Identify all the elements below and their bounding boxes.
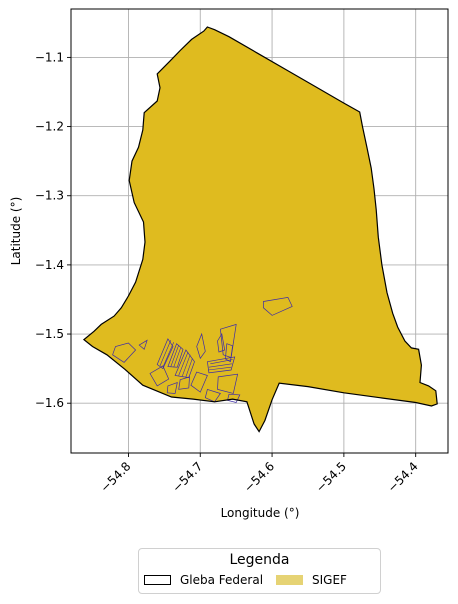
map-layer [82, 26, 438, 433]
y-tick-label-4: −1.5 [35, 327, 64, 341]
x-tick-label-2: −54.6 [241, 459, 277, 495]
x-ticks: −54.8 −54.7 −54.6 −54.5 −54.4 [98, 453, 421, 495]
parcel-division-8 [208, 363, 232, 368]
sigef-parcel-15 [178, 376, 190, 390]
gleba-federal-boundary [82, 26, 438, 433]
axes-frame [70, 8, 449, 454]
parcel-division-9 [208, 366, 232, 371]
y-tick-label-0: −1.1 [35, 50, 64, 64]
x-tick-label-4: −54.4 [385, 459, 421, 495]
parcel-division-5 [182, 354, 191, 377]
x-tick-label-3: −54.5 [313, 459, 349, 495]
x-axis-label: Longitude (°) [221, 506, 300, 520]
y-tick-label-2: −1.3 [35, 189, 64, 203]
sigef-parcel-12 [217, 373, 239, 394]
x-tick-label-1: −54.7 [169, 459, 205, 495]
sigef-parcel-2 [138, 339, 148, 350]
x-tick-label-0: −54.8 [98, 459, 134, 495]
sigef-parcel-6 [149, 365, 170, 387]
sigef-parcel-5 [174, 349, 195, 378]
parcel-division-4 [178, 351, 189, 376]
parcel-division-3 [173, 347, 182, 368]
legend-entry-gleba-federal: Gleba Federal [144, 573, 263, 587]
y-ticks: −1.1 −1.2 −1.3 −1.4 −1.5 −1.6 [35, 50, 71, 410]
y-tick-label-5: −1.6 [35, 396, 64, 410]
y-tick-label-3: −1.4 [35, 258, 64, 272]
parcel-division-7 [210, 359, 233, 365]
parcel-division-6 [185, 358, 193, 377]
sigef-parcel-14 [227, 393, 241, 403]
sigef-parcel-7 [196, 332, 206, 360]
sigef-parcel-17 [166, 381, 178, 394]
legend-title: Legenda [229, 552, 290, 568]
parcel-division-1 [162, 342, 174, 368]
legend-swatch-gleba-federal [144, 575, 171, 585]
sigef-parcel-10 [217, 333, 226, 353]
parcel-division-2 [170, 344, 179, 367]
sigef-area [83, 27, 438, 432]
sigef-parcel-11 [190, 371, 208, 393]
legend-entry-sigef: SIGEF [276, 573, 347, 587]
legend-label-sigef: SIGEF [312, 573, 347, 587]
y-axis-label: Latitude (°) [9, 197, 23, 266]
legend-label-gleba-federal: Gleba Federal [180, 573, 264, 587]
parcel-division-0 [159, 340, 172, 367]
sigef-parcel-0 [263, 297, 293, 316]
sigef-parcel-1 [112, 342, 137, 363]
sigef-parcel-16 [225, 343, 233, 363]
legend: Legenda Gleba Federal SIGEF [138, 548, 381, 594]
y-tick-label-1: −1.2 [35, 120, 64, 134]
legend-swatch-sigef [276, 575, 303, 585]
sigef-parcel-4 [167, 343, 184, 368]
